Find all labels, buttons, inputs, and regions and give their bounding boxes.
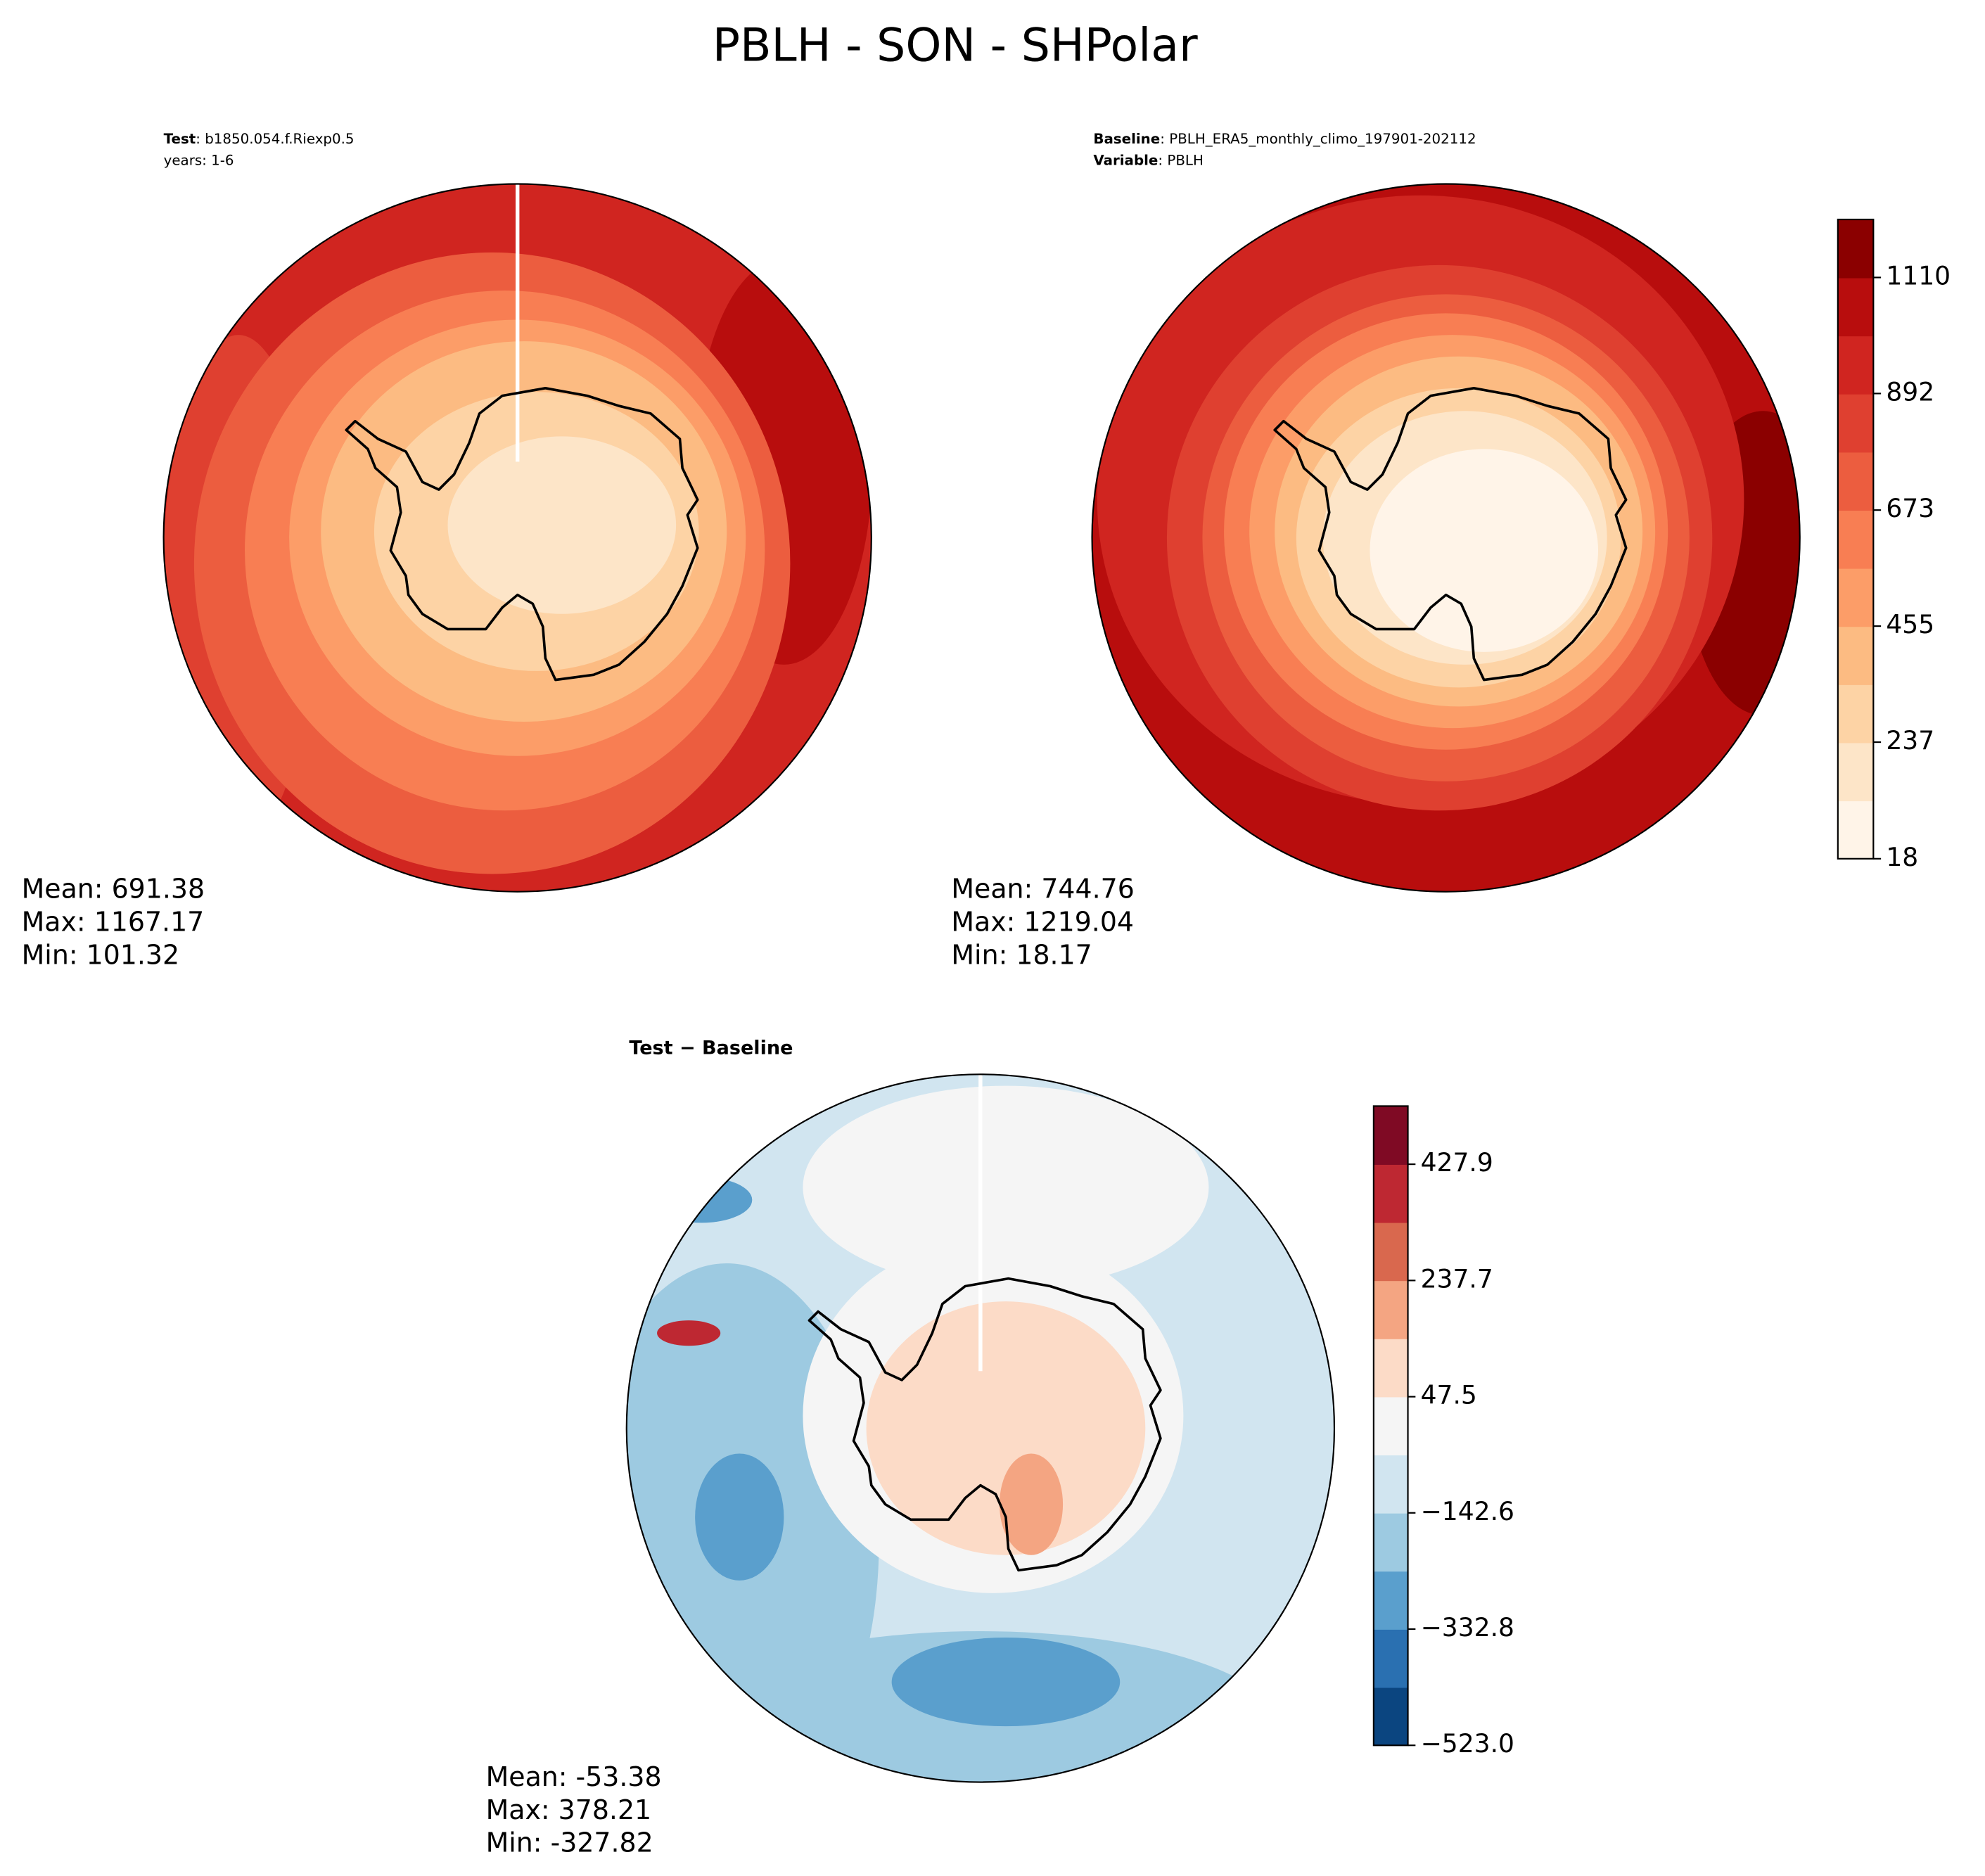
colorbars: 18 237 455 673 892 1110 −523.0 −332.8 −142.6 47.5… — [1372, 218, 1951, 1759]
panel-header: Test: b1850.054.f.Riexp0.5 — [164, 131, 355, 147]
colorbar-band — [1373, 1338, 1408, 1398]
colorbar-band — [1837, 568, 1874, 627]
colorbar-band — [1373, 1396, 1408, 1456]
map-baseline — [1091, 183, 1801, 893]
colorbar-band — [1373, 1512, 1408, 1572]
map-difference — [625, 1073, 1336, 1783]
colorbar-band — [1837, 626, 1874, 685]
colorbar-band — [1837, 336, 1874, 395]
colorbar-band — [1837, 742, 1874, 802]
colorbar-band — [1837, 277, 1874, 337]
colorbar-band — [1837, 510, 1874, 569]
stat: Mean: -53.38 — [486, 1761, 662, 1792]
panel-header: Test − Baseline — [629, 1037, 793, 1059]
colorbar-band — [1373, 1687, 1408, 1747]
colorbar-tick-label: 237 — [1886, 726, 1934, 755]
stat: Min: 18.17 — [951, 939, 1092, 970]
figure-title: PBLH - SON - SHPolar — [713, 20, 1198, 72]
colorbar-tick-label: 237.7 — [1421, 1264, 1493, 1294]
colorbar-frame — [1372, 1105, 1409, 1747]
colorbar-band — [1837, 684, 1874, 744]
colorbar-band — [1837, 452, 1874, 511]
colorbar-band — [1373, 1455, 1408, 1514]
stat: Max: 1219.04 — [951, 907, 1134, 938]
colorbar-tick-label: 47.5 — [1421, 1381, 1477, 1410]
colorbar-band — [1373, 1106, 1408, 1165]
colorbar-tick-label: 892 — [1886, 377, 1934, 407]
colorbar-band — [1373, 1222, 1408, 1282]
panel-header: years: 1-6 — [164, 152, 234, 168]
stat: Min: -327.82 — [486, 1827, 653, 1858]
panel-header: Baseline: PBLH_ERA5_monthly_climo_197901… — [1093, 131, 1476, 147]
colorbar-tick-label: 455 — [1886, 610, 1934, 639]
colorbar-band — [1837, 219, 1874, 279]
colorbar-band — [1373, 1628, 1408, 1688]
stat: Min: 101.32 — [22, 939, 179, 970]
colorbar-band — [1373, 1571, 1408, 1630]
stat: Mean: 744.76 — [951, 874, 1134, 905]
colorbar-band — [1373, 1280, 1408, 1339]
map-test — [162, 183, 872, 893]
colorbar-tick-label: −142.6 — [1421, 1497, 1514, 1526]
stat: Max: 378.21 — [486, 1794, 652, 1825]
colorbar-tick-label: −332.8 — [1421, 1613, 1514, 1642]
colorbar-band — [1837, 800, 1874, 860]
colorbar-band — [1373, 1164, 1408, 1223]
stat: Mean: 691.38 — [22, 874, 205, 905]
colorbar-frame — [1837, 218, 1875, 860]
stat: Max: 1167.17 — [22, 907, 205, 938]
colorbar-tick-label: 673 — [1886, 494, 1934, 523]
colorbar-tick-label: 427.9 — [1421, 1148, 1493, 1178]
colorbar-tick-label: 1110 — [1886, 261, 1951, 291]
panel-header: Variable: PBLH — [1093, 152, 1204, 168]
colorbar-tick-label: 18 — [1886, 843, 1918, 872]
colorbar-band — [1837, 393, 1874, 453]
colorbar-tick-label: −523.0 — [1421, 1729, 1514, 1759]
